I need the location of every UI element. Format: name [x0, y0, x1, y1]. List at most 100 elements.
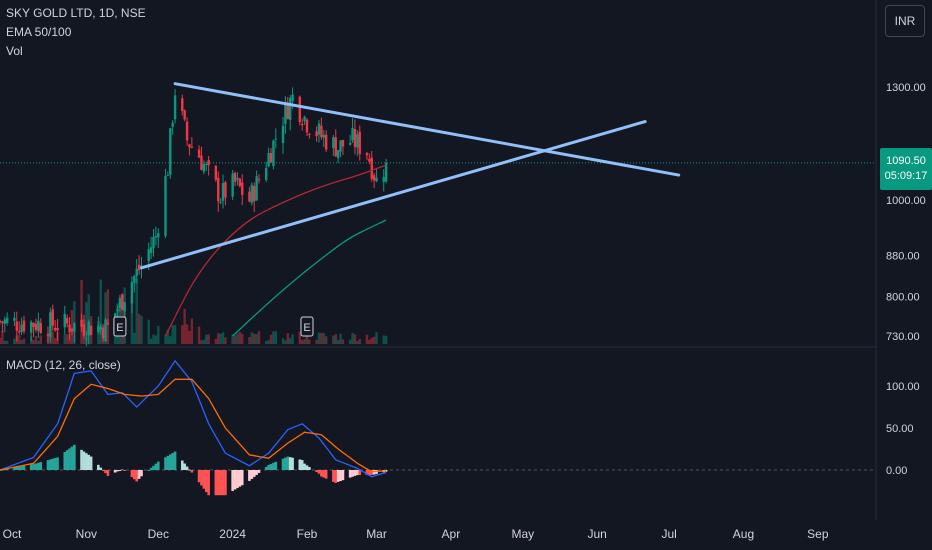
volume-bar — [274, 331, 278, 344]
volume-bar — [305, 333, 309, 344]
candle-body — [101, 328, 105, 339]
macd-histogram-bar — [106, 470, 110, 476]
candle-body — [39, 323, 42, 334]
macd-histogram-bar — [252, 470, 256, 477]
macd-histogram-bar — [173, 451, 177, 470]
symbol-title: SKY GOLD LTD, 1D, NSE — [6, 6, 146, 20]
macd-histogram-bar — [34, 463, 38, 470]
candle-body — [317, 123, 321, 135]
candle-body — [233, 172, 237, 182]
volume-bar — [300, 340, 304, 344]
macd-histogram-bar — [320, 470, 323, 477]
volume-bar — [154, 335, 158, 344]
volume-bar — [0, 338, 2, 344]
volume-bar — [248, 337, 251, 344]
candle-body — [305, 119, 309, 133]
macd-histogram-bar — [221, 470, 225, 496]
volume-bar — [101, 323, 105, 344]
candle-body — [137, 264, 141, 271]
candle-body — [281, 125, 285, 143]
macd-histogram-bar — [121, 469, 124, 471]
currency-button[interactable]: INR — [885, 5, 925, 37]
candle-body — [265, 167, 268, 180]
candle-body — [53, 327, 57, 331]
price-axis-label: 1000.00 — [886, 195, 926, 207]
candle-body — [34, 323, 38, 331]
volume-bar — [286, 333, 289, 344]
volume-bar — [46, 333, 50, 344]
earnings-marker-label: E — [303, 322, 310, 334]
volume-bar — [63, 334, 66, 344]
volume-bar — [322, 332, 325, 344]
candle-body — [238, 178, 242, 187]
volume-bar — [99, 279, 102, 344]
candle-body — [20, 324, 23, 332]
candle-body — [1, 321, 4, 324]
trendline-lower[interactable] — [140, 120, 647, 270]
candle-body — [308, 133, 311, 135]
volume-bar — [22, 338, 26, 344]
macd-histogram-bar — [113, 470, 117, 473]
candle-body — [181, 98, 184, 111]
candle-body — [217, 177, 220, 202]
volume-bar — [324, 336, 328, 344]
ema-indicator-label[interactable]: EMA 50/100 — [6, 25, 72, 39]
earnings-marker[interactable]: E — [300, 316, 314, 337]
volume-bar — [334, 334, 337, 344]
candle-body — [118, 297, 122, 309]
volume-bar — [233, 335, 237, 344]
volume-bar — [250, 332, 254, 344]
volume-bar — [87, 294, 90, 344]
macd-histogram-bar — [154, 463, 158, 470]
candle-body — [82, 324, 86, 336]
candle-body — [135, 268, 138, 277]
candle-body — [284, 101, 287, 124]
candle-body — [315, 131, 318, 137]
candle-body — [221, 183, 225, 201]
volume-bar — [217, 333, 220, 344]
volume-bar — [253, 333, 256, 344]
candle-body — [70, 328, 74, 332]
candle-body — [46, 333, 50, 336]
volume-bar — [53, 337, 57, 344]
volume-bar — [173, 324, 177, 344]
macd-histogram-bar — [274, 461, 278, 470]
macd-histogram-bar — [214, 470, 218, 496]
macd-histogram-bar — [56, 457, 59, 470]
candle-body — [348, 143, 352, 145]
volume-bar — [241, 333, 244, 344]
macd-histogram-bar — [298, 459, 302, 470]
macd-histogram-bar — [384, 470, 388, 472]
macd-histogram-bar — [53, 458, 57, 470]
macd-histogram-bar — [49, 459, 52, 470]
macd-histogram-bar — [123, 470, 127, 471]
volume-bar — [166, 329, 170, 344]
candle-body — [224, 182, 227, 198]
macd-histogram-bar — [300, 460, 304, 470]
earnings-marker[interactable]: E — [113, 316, 127, 337]
volume-bar — [70, 309, 74, 344]
macd-histogram-bar — [85, 453, 88, 470]
signal-line — [0, 378, 387, 473]
volume-bar — [171, 325, 174, 344]
candle-body — [17, 331, 21, 333]
macd-histogram-bar — [104, 470, 107, 474]
macd-histogram-bar — [370, 470, 374, 476]
macd-histogram-bar — [116, 470, 119, 472]
candle-body — [149, 247, 153, 254]
macd-histogram-bar — [87, 454, 91, 470]
macd-histogram-bar — [82, 451, 86, 470]
volume-bar — [353, 334, 357, 344]
macd-histogram-bar — [240, 470, 244, 486]
volume-indicator-label[interactable]: Vol — [6, 44, 23, 58]
volume-bar — [51, 331, 54, 344]
macd-histogram-bar — [322, 470, 326, 478]
volume-bar — [15, 335, 18, 344]
trendline-upper[interactable] — [173, 82, 681, 177]
macd-axis-label: 100.00 — [886, 381, 920, 393]
macd-axis-label: 50.00 — [886, 423, 914, 435]
volume-bar — [82, 319, 86, 344]
macd-legend[interactable]: MACD (12, 26, close) — [6, 358, 121, 372]
candle-body — [300, 124, 304, 126]
